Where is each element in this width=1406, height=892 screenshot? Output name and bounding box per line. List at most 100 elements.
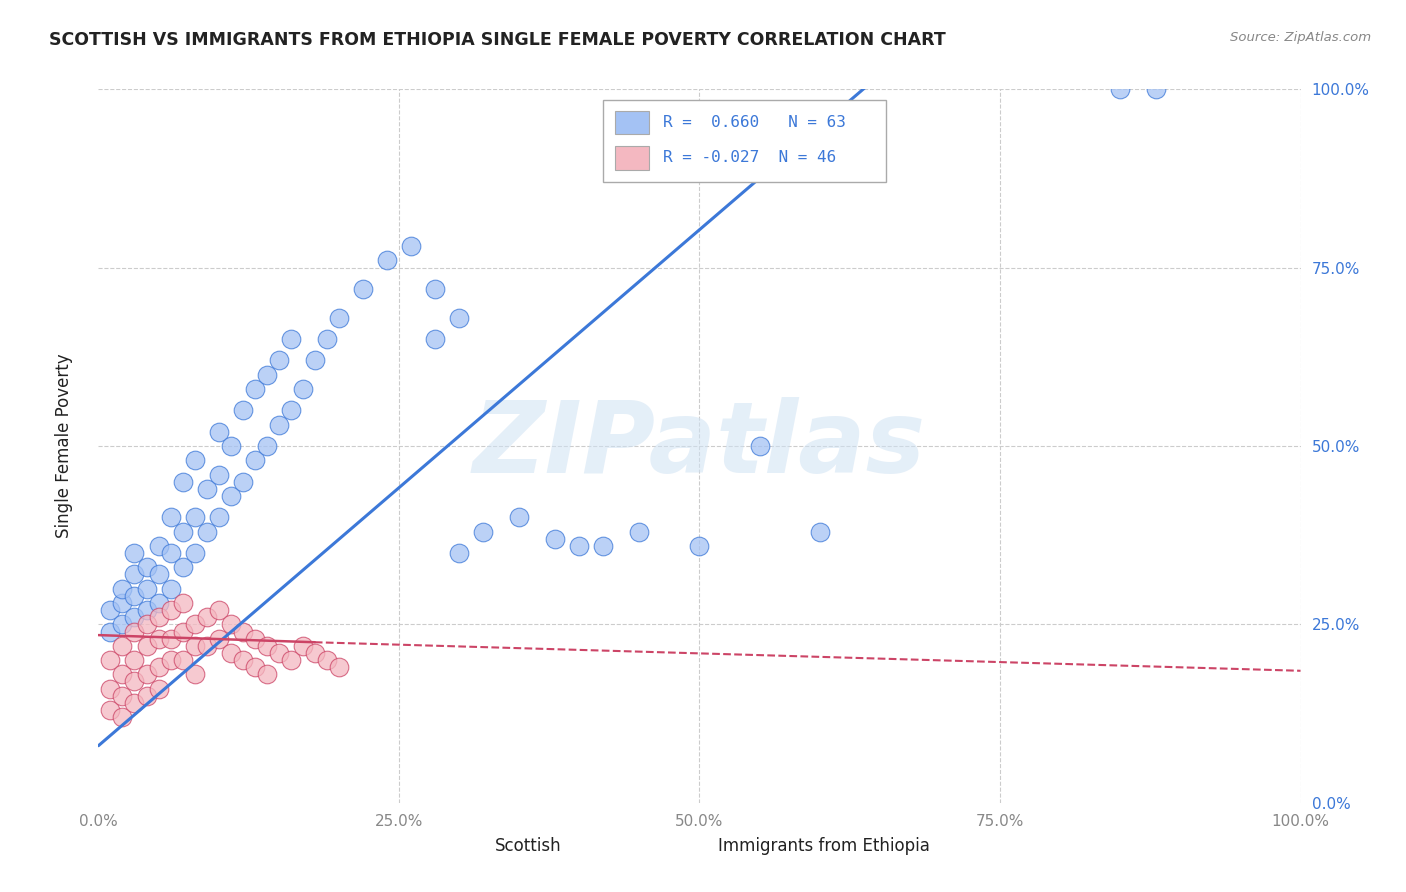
- Point: [183, 617, 205, 632]
- Point: [124, 610, 146, 624]
- Point: [315, 332, 337, 346]
- Point: [352, 282, 374, 296]
- Point: [172, 560, 194, 574]
- Bar: [616, 146, 650, 169]
- Text: Scottish: Scottish: [495, 837, 562, 855]
- Point: [159, 653, 181, 667]
- Point: [243, 382, 266, 396]
- Point: [100, 603, 122, 617]
- Point: [111, 667, 134, 681]
- Text: R = -0.027  N = 46: R = -0.027 N = 46: [664, 150, 837, 165]
- Point: [256, 368, 278, 382]
- Bar: [453, 837, 479, 856]
- Point: [808, 524, 831, 539]
- Point: [219, 617, 242, 632]
- Text: Source: ZipAtlas.com: Source: ZipAtlas.com: [1230, 31, 1371, 45]
- Point: [399, 239, 422, 253]
- Point: [172, 524, 194, 539]
- Point: [111, 617, 134, 632]
- Point: [148, 632, 170, 646]
- Point: [183, 639, 205, 653]
- Point: [172, 475, 194, 489]
- Point: [148, 539, 170, 553]
- Point: [148, 567, 170, 582]
- Point: [208, 425, 231, 439]
- Point: [195, 639, 218, 653]
- Point: [243, 660, 266, 674]
- Point: [232, 653, 254, 667]
- Point: [111, 596, 134, 610]
- Point: [243, 453, 266, 467]
- Point: [124, 546, 146, 560]
- Point: [195, 524, 218, 539]
- Point: [328, 660, 350, 674]
- Bar: [616, 111, 650, 134]
- Point: [304, 646, 326, 660]
- Point: [508, 510, 530, 524]
- Point: [124, 567, 146, 582]
- Point: [195, 482, 218, 496]
- Point: [256, 639, 278, 653]
- Point: [159, 546, 181, 560]
- Point: [232, 624, 254, 639]
- Point: [447, 310, 470, 325]
- Y-axis label: Single Female Poverty: Single Female Poverty: [55, 354, 73, 538]
- Point: [100, 703, 122, 717]
- Point: [208, 467, 231, 482]
- Point: [148, 660, 170, 674]
- Point: [472, 524, 495, 539]
- Point: [100, 681, 122, 696]
- Point: [219, 489, 242, 503]
- Point: [423, 282, 446, 296]
- Point: [375, 253, 398, 268]
- FancyBboxPatch shape: [603, 100, 886, 182]
- Point: [111, 710, 134, 724]
- Bar: [675, 837, 702, 856]
- Point: [208, 603, 231, 617]
- Point: [267, 353, 290, 368]
- Point: [280, 403, 302, 417]
- Point: [544, 532, 567, 546]
- Point: [183, 453, 205, 467]
- Point: [1109, 82, 1132, 96]
- Point: [124, 653, 146, 667]
- Point: [183, 546, 205, 560]
- Text: R =  0.660   N = 63: R = 0.660 N = 63: [664, 114, 846, 129]
- Point: [232, 475, 254, 489]
- Point: [135, 560, 157, 574]
- Point: [124, 624, 146, 639]
- Point: [447, 546, 470, 560]
- Point: [256, 439, 278, 453]
- Point: [111, 689, 134, 703]
- Point: [568, 539, 591, 553]
- Point: [111, 582, 134, 596]
- Point: [304, 353, 326, 368]
- Point: [183, 667, 205, 681]
- Point: [135, 689, 157, 703]
- Point: [135, 639, 157, 653]
- Point: [135, 667, 157, 681]
- Point: [280, 653, 302, 667]
- Point: [159, 582, 181, 596]
- Point: [232, 403, 254, 417]
- Point: [748, 439, 770, 453]
- Point: [183, 510, 205, 524]
- Point: [628, 524, 651, 539]
- Point: [100, 624, 122, 639]
- Point: [328, 310, 350, 325]
- Text: SCOTTISH VS IMMIGRANTS FROM ETHIOPIA SINGLE FEMALE POVERTY CORRELATION CHART: SCOTTISH VS IMMIGRANTS FROM ETHIOPIA SIN…: [49, 31, 946, 49]
- Point: [208, 632, 231, 646]
- Point: [219, 646, 242, 660]
- Point: [135, 603, 157, 617]
- Point: [592, 539, 614, 553]
- Point: [172, 624, 194, 639]
- Point: [256, 667, 278, 681]
- Point: [148, 596, 170, 610]
- Point: [219, 439, 242, 453]
- Point: [267, 417, 290, 432]
- Point: [689, 539, 711, 553]
- Text: ZIPatlas: ZIPatlas: [472, 398, 927, 494]
- Point: [243, 632, 266, 646]
- Point: [124, 696, 146, 710]
- Point: [159, 603, 181, 617]
